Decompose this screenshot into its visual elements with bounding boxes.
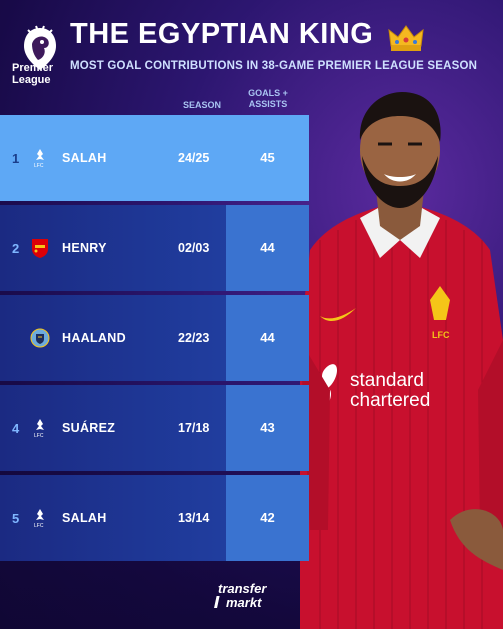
row-value: 42: [260, 510, 275, 525]
brand-text: Premier League: [12, 62, 53, 86]
page-subtitle: MOST GOAL CONTRIBUTIONS IN 38-GAME PREMI…: [70, 60, 478, 72]
ga-header-line-2: ASSISTS: [248, 99, 288, 109]
row-rank: 5: [12, 511, 20, 526]
row-value: 44: [260, 240, 275, 255]
row-season: 24/25: [178, 151, 210, 165]
value-box: [226, 475, 309, 561]
table-row: 5 LFC SALAH 13/14 42: [0, 475, 309, 561]
footer-logo-line-2: markt: [226, 595, 262, 610]
kit-badge-text: LFC: [432, 330, 450, 340]
row-season: 22/23: [178, 331, 210, 345]
liverpool-crest-icon: LFC: [34, 149, 44, 169]
liverpool-crest-icon: LFC: [34, 419, 44, 439]
season-column-header: SEASON: [182, 100, 221, 110]
row-season: 13/14: [178, 511, 210, 525]
footer-logo-line-1: transfer: [218, 581, 267, 596]
row-player-name: SALAH: [62, 511, 107, 525]
arsenal-crest-icon: [32, 239, 48, 258]
value-box: [226, 385, 309, 471]
table-row: 1 LFC SALAH 24/25 45: [0, 115, 309, 201]
page-title: THE EGYPTIAN KING: [70, 18, 374, 50]
brand-line-2: League: [12, 74, 51, 86]
brand-line-1: Premier: [12, 62, 53, 74]
row-value: 44: [260, 330, 275, 345]
value-box: [226, 295, 309, 381]
table-row: HAALAND 22/23 44: [0, 295, 309, 381]
sponsor-line-2: chartered: [350, 390, 430, 411]
row-player-name: HAALAND: [62, 331, 126, 345]
player-photo: LFC standard chartered: [300, 92, 503, 629]
swoosh-icon: [320, 308, 356, 322]
liverpool-crest-icon: LFC: [34, 509, 44, 529]
sponsor-line-1: standard: [350, 370, 424, 391]
table-row: 2 HENRY 02/03 44: [0, 205, 309, 291]
svg-text:LFC: LFC: [34, 433, 44, 439]
svg-text:LFC: LFC: [34, 163, 44, 169]
row-player-name: SUÁREZ: [62, 421, 116, 435]
row-season: 17/18: [178, 421, 210, 435]
row-value: 45: [260, 150, 275, 165]
row-player-name: SALAH: [62, 151, 107, 165]
svg-text:LFC: LFC: [34, 523, 44, 529]
table-row: 4 LFC SUÁREZ 17/18 43: [0, 385, 309, 471]
transfermarkt-logo: transfer markt: [214, 581, 267, 610]
row-rank: 1: [12, 151, 20, 166]
row-rank: 4: [12, 421, 20, 436]
man-city-crest-icon: [30, 328, 50, 348]
value-box: [226, 205, 309, 291]
row-season: 02/03: [178, 241, 210, 255]
row-player-name: HENRY: [62, 241, 107, 255]
ga-header-line-1: GOALS +: [248, 88, 288, 98]
row-background: [0, 115, 309, 201]
row-value: 43: [260, 420, 275, 435]
premier-league-lion-icon: [24, 25, 56, 70]
goals-assists-column-header: GOALS + ASSISTS: [232, 88, 304, 110]
row-rank: 2: [12, 241, 20, 256]
crown-icon: [388, 25, 424, 51]
lfc-badge-icon: [430, 286, 450, 320]
